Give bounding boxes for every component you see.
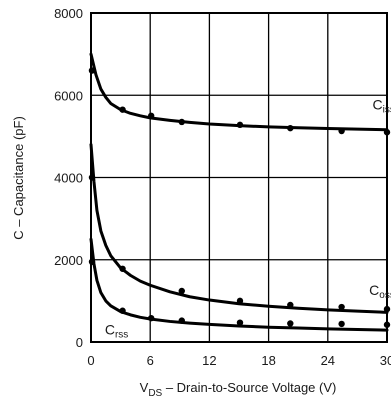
coss-point xyxy=(119,265,126,272)
tick-layer: 0 6 12 18 24 30 0 2000 4000 6000 8000 xyxy=(54,6,391,368)
x-tick-label: 0 xyxy=(87,353,94,368)
ciss-curve xyxy=(89,52,389,132)
coss-point xyxy=(287,301,294,309)
ciss-point xyxy=(119,106,126,113)
x-axis-title-sub: DS xyxy=(148,388,162,399)
crss-curve xyxy=(89,237,389,332)
label-layer: Ciss Coss Crss xyxy=(105,97,391,341)
ciss-label: Ciss xyxy=(373,97,391,116)
plot-frame xyxy=(90,12,388,343)
crss-label: Crss xyxy=(105,322,128,341)
coss-curve xyxy=(89,143,389,314)
crss-point xyxy=(287,320,294,327)
y-tick-label: 4000 xyxy=(54,171,83,186)
coss-point xyxy=(178,287,185,295)
y-axis-title: C – Capacitance (pF) xyxy=(11,116,26,240)
crss-point xyxy=(119,307,126,314)
x-axis-title: VDS – Drain-to-Source Voltage (V) xyxy=(140,380,337,399)
crss-point xyxy=(236,319,244,326)
x-tick-label: 18 xyxy=(261,353,275,368)
y-tick-label: 0 xyxy=(76,335,83,350)
coss-label: Coss xyxy=(369,282,391,301)
crss-point xyxy=(147,314,155,322)
ciss-point xyxy=(236,121,244,129)
coss-point xyxy=(236,297,244,305)
x-tick-label: 24 xyxy=(321,353,335,368)
grid-layer xyxy=(91,13,387,342)
ciss-point xyxy=(287,124,294,132)
x-axis-title-main: V xyxy=(140,380,149,395)
y-tick-label: 6000 xyxy=(54,88,83,103)
crss-point xyxy=(338,320,345,328)
y-tick-label: 8000 xyxy=(54,6,83,21)
crss-point xyxy=(178,317,185,324)
ciss-point xyxy=(147,112,155,120)
ciss-point xyxy=(338,127,345,135)
x-tick-label: 6 xyxy=(147,353,154,368)
y-tick-label: 2000 xyxy=(54,253,83,268)
x-tick-label: 30 xyxy=(380,353,391,368)
x-tick-label: 12 xyxy=(202,353,216,368)
point-layer xyxy=(88,67,391,328)
x-axis-title-rest: – Drain-to-Source Voltage (V) xyxy=(162,380,336,395)
coss-point xyxy=(338,303,345,311)
ciss-point xyxy=(178,118,185,126)
